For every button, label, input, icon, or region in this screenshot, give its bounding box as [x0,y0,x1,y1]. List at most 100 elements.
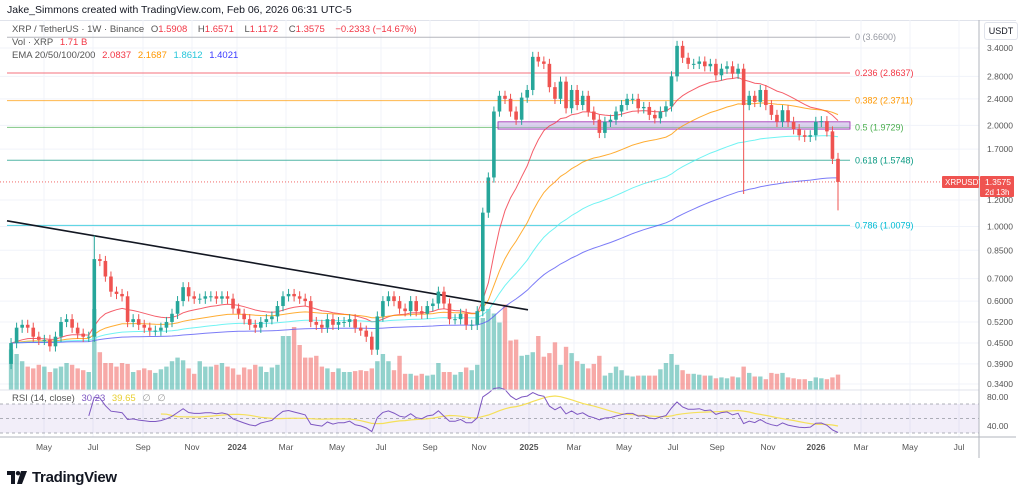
candle-body [159,327,163,331]
candle-body [64,319,69,322]
volume-bar [180,360,186,390]
volume-bar [258,366,263,390]
high-value: 1.6571 [204,24,234,35]
tradingview-logo[interactable]: TradingView [7,469,117,486]
candle-body [703,61,707,67]
candle-body [603,121,607,133]
volume-bar [641,375,646,390]
volume-bar [619,370,624,390]
volume-bar [164,366,169,390]
rsi-line [88,387,839,433]
volume-bar [802,379,807,390]
volume-bar [735,377,741,390]
candle-body [641,106,646,109]
volume-bar [308,357,313,390]
time-tick-label: Sep [709,442,724,452]
candle-body [758,89,763,102]
volume-bar [264,372,269,390]
volume-bar [819,378,824,390]
candle-body [675,45,679,77]
low-value: 1.1172 [249,24,279,35]
volume-bar [253,364,258,390]
fib-level-label: 0.382 (2.3711) [855,96,913,106]
time-tick-label: May [329,442,346,452]
time-tick-label: Sep [135,442,150,452]
candle-body [708,63,713,67]
time-tick-label: Mar [854,442,869,452]
volume-bar [436,363,441,390]
candle-body [836,158,840,182]
volume-bar [708,375,713,390]
rsi-extra-1: ∅ [142,393,151,404]
volume-bar [125,363,130,390]
volume-legend[interactable]: Vol · XRP 1.71 B [12,37,91,48]
volume-bar [835,374,841,390]
volume-bar [269,367,275,390]
volume-bar [519,355,524,390]
currency-button[interactable]: USDT [984,22,1018,40]
price-tick-label: 1.2000 [987,195,1013,205]
candle-body [497,95,502,112]
candle-body [514,111,518,120]
volume-bar [136,370,141,390]
candle-body [431,303,435,307]
candle-body [752,95,757,102]
volume-bar [108,363,114,390]
candle-body [680,45,685,58]
candle-body [741,68,746,106]
ema-legend[interactable]: EMA 20/50/100/200 2.0837 2.1687 1.8612 1… [12,50,242,61]
candle-body [653,114,657,119]
volume-bar [724,378,730,390]
ema200-value: 1.4021 [209,50,239,61]
candle-body [275,306,280,317]
ohlc-close: C1.3575 [289,24,329,35]
volume-bar [358,370,363,390]
price-tick-label: 3.4000 [987,43,1013,53]
rsi-value: 30.23 [81,393,106,404]
ema50-value: 2.1687 [137,50,167,61]
volume-bar [830,377,835,390]
candle-body [436,291,441,304]
volume-bar [14,354,19,390]
volume-bar [236,374,241,390]
candle-body [303,298,307,302]
volume-bar [713,378,719,390]
volume-bar [186,368,191,390]
volume-bar [796,379,802,390]
candle-body [331,319,335,325]
candle-body [203,296,208,299]
volume-bar [86,372,91,390]
time-tick-label: Mar [279,442,294,452]
time-tick-label: Jul [376,442,387,452]
candle-body [558,81,563,99]
candle-body [325,319,330,328]
candle-body [125,296,130,322]
volume-bar [652,375,658,390]
volume-bar [58,366,64,390]
volume-bar [119,363,125,390]
symbol-legend[interactable]: XRP / TetherUS · 1W · Binance O1.5908 H1… [12,24,421,35]
candle-body [508,98,513,112]
high-label: H [197,24,205,35]
candle-body [92,259,97,337]
candle-body [25,324,30,328]
candle-body [636,98,640,109]
time-tick-label: 2024 [228,442,247,452]
time-tick-label: Jul [668,442,679,452]
symbol-tag-label: XRPUSDT [945,178,983,187]
candle-body [220,296,224,299]
rsi-legend[interactable]: RSI (14, close) 30.23 39.65 ∅ ∅ [12,393,170,404]
price-chart[interactable]: 0 (3.6600) 0.236 (2.8637) 0.382 (2.3711) 0.… [0,0,1024,470]
candle-body [364,330,369,337]
fib-retracement: 0 (3.6600) 0.236 (2.8637) 0.382 (2.3711) 0.… [7,32,914,230]
candle-body [669,76,674,107]
volume-bar [674,364,680,390]
candle-body [31,327,36,337]
volume-bar [92,309,97,390]
candle-body [86,336,91,338]
candle-body [342,321,346,323]
candle-body [791,121,796,130]
candle-body [697,61,702,64]
candle-body [53,336,58,347]
volume-bar [441,372,447,390]
